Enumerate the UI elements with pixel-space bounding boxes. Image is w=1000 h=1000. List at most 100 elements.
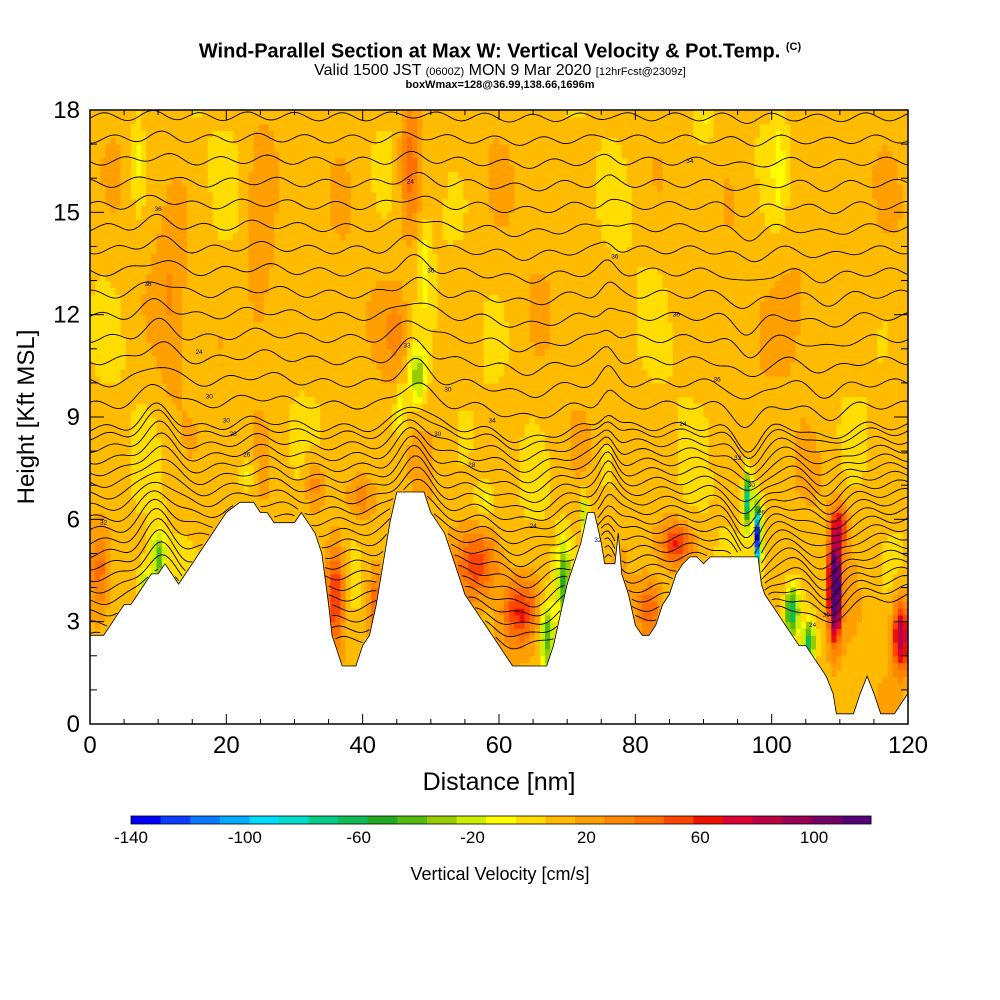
velocity-cell: [330, 519, 336, 527]
velocity-cell: [253, 464, 260, 473]
velocity-cell: [299, 430, 306, 438]
velocity-cell: [279, 362, 285, 370]
velocity-cell: [166, 498, 173, 507]
velocity-cell: [197, 239, 204, 247]
velocity-cell: [222, 342, 229, 350]
velocity-cell: [243, 485, 250, 493]
velocity-cell: [304, 178, 311, 186]
velocity-cell: [268, 110, 275, 118]
velocity-cell: [90, 512, 96, 520]
velocity-cell: [355, 451, 362, 459]
velocity-cell: [207, 505, 214, 514]
velocity-cell: [136, 451, 142, 459]
velocity-cell: [171, 301, 178, 309]
velocity-cell: [228, 287, 234, 295]
velocity-cell: [361, 621, 367, 630]
velocity-cell: [366, 362, 372, 370]
velocity-cell: [156, 342, 163, 350]
velocity-cell: [146, 294, 152, 302]
velocity-cell: [207, 280, 214, 288]
velocity-cell: [294, 260, 301, 268]
velocity-cell: [197, 451, 204, 459]
velocity-cell: [192, 430, 198, 438]
velocity-cell: [355, 594, 362, 602]
velocity-cell: [268, 505, 275, 514]
velocity-cell: [212, 212, 219, 220]
velocity-cell: [217, 362, 224, 370]
velocity-cell: [248, 239, 255, 247]
velocity-cell: [171, 205, 178, 213]
velocity-cell: [366, 226, 372, 234]
velocity-cell: [233, 437, 239, 445]
velocity-cell: [304, 205, 311, 213]
velocity-cell: [115, 178, 122, 186]
velocity-cell: [325, 198, 331, 207]
velocity-cell: [212, 498, 219, 507]
velocity-cell: [105, 328, 111, 336]
velocity-cell: [95, 560, 101, 568]
velocity-cell: [309, 410, 316, 418]
velocity-cell: [100, 396, 106, 404]
velocity-cell: [279, 232, 285, 241]
velocity-cell: [238, 437, 244, 445]
velocity-cell: [274, 376, 280, 384]
velocity-cell: [197, 287, 204, 295]
velocity-cell: [130, 444, 137, 452]
velocity-cell: [284, 287, 290, 295]
velocity-cell: [233, 417, 239, 425]
velocity-cell: [100, 410, 106, 418]
velocity-cell: [105, 348, 111, 357]
velocity-cell: [151, 546, 157, 554]
velocity-cell: [125, 410, 132, 418]
velocity-cell: [130, 123, 137, 131]
velocity-cell: [361, 137, 367, 145]
velocity-cell: [100, 321, 106, 329]
velocity-cell: [233, 116, 239, 125]
velocity-cell: [350, 260, 357, 268]
velocity-cell: [176, 266, 183, 275]
velocity-cell: [228, 164, 234, 172]
velocity-cell: [136, 573, 142, 582]
velocity-cell: [120, 198, 127, 207]
velocity-cell: [279, 396, 285, 404]
velocity-cell: [243, 410, 250, 418]
velocity-cell: [115, 185, 122, 193]
velocity-cell: [263, 178, 270, 186]
velocity-cell: [238, 321, 244, 329]
velocity-cell: [274, 212, 280, 220]
velocity-cell: [325, 205, 331, 213]
velocity-cell: [345, 266, 352, 275]
velocity-cell: [238, 301, 244, 309]
velocity-cell: [263, 389, 270, 398]
velocity-cell: [105, 485, 111, 493]
velocity-cell: [151, 396, 157, 404]
velocity-cell: [187, 301, 193, 309]
velocity-cell: [151, 321, 157, 329]
velocity-cell: [243, 437, 250, 445]
velocity-cell: [141, 280, 147, 288]
velocity-cell: [258, 505, 265, 514]
velocity-cell: [315, 382, 321, 391]
velocity-cell: [248, 110, 255, 118]
velocity-cell: [115, 567, 122, 575]
velocity-cell: [156, 116, 163, 125]
velocity-cell: [320, 457, 326, 466]
velocity-cell: [222, 437, 229, 445]
velocity-cell: [105, 314, 111, 323]
velocity-cell: [187, 205, 193, 213]
velocity-cell: [171, 137, 178, 145]
velocity-cell: [222, 239, 229, 247]
velocity-cell: [125, 273, 132, 282]
velocity-cell: [100, 260, 106, 268]
velocity-cell: [95, 301, 101, 309]
velocity-cell: [243, 423, 250, 432]
velocity-cell: [238, 410, 244, 418]
velocity-cell: [335, 621, 342, 630]
velocity-cell: [340, 614, 347, 623]
velocity-cell: [197, 185, 204, 193]
velocity-cell: [304, 505, 311, 514]
velocity-cell: [320, 498, 326, 507]
velocity-cell: [130, 348, 137, 357]
velocity-cell: [212, 417, 219, 425]
velocity-cell: [125, 437, 132, 445]
